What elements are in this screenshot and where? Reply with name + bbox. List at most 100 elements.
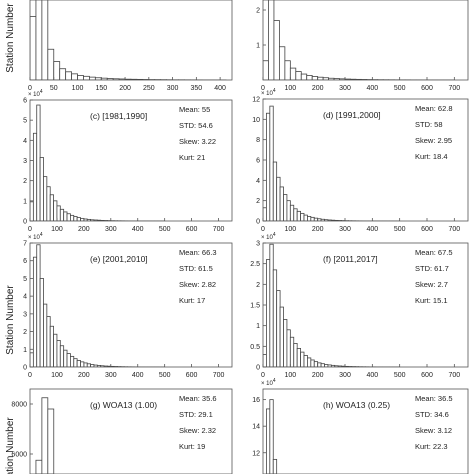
histogram-bar [36, 104, 41, 221]
histogram-bar [73, 216, 78, 221]
x-tick-label: 300 [167, 85, 179, 92]
histogram-bar [289, 336, 295, 367]
histogram-bar [76, 360, 81, 367]
histogram-bar [269, 399, 274, 474]
histogram-bar [310, 216, 315, 221]
histogram-bar [46, 186, 51, 221]
stat-line: STD: 34.6 [415, 410, 449, 419]
histogram-bar [41, 397, 49, 474]
stat-line: STD: 54.6 [179, 121, 213, 130]
histogram-bar [303, 214, 308, 221]
histogram-bar [32, 256, 38, 367]
histogram-bar [286, 329, 291, 367]
y-axis-label-bottom: Station Number [5, 417, 16, 474]
histogram-bar [272, 161, 278, 221]
histogram-bar [300, 73, 308, 80]
histogram-bar [320, 363, 325, 367]
histogram-bar [286, 200, 291, 221]
x-tick-label: 0 [261, 85, 265, 92]
panel-7: 16 14 12 × 104 (h) WOA13 (0.25) Mean: 36.5 STD… [252, 378, 469, 474]
y-tick-label: 6000 [11, 452, 27, 459]
stat-line: Mean: 66.3 [179, 248, 217, 257]
x-tick-label: 0 [261, 226, 265, 233]
histogram-bar [49, 194, 54, 221]
histogram-bar [296, 210, 301, 221]
y-tick-label: 2 [256, 282, 260, 289]
x-tick-label: 700 [213, 226, 225, 233]
y-tick-label: 3 [23, 158, 27, 165]
histogram-bar [279, 306, 284, 367]
x-tick-label: 300 [105, 226, 117, 233]
histogram-bar [49, 325, 54, 367]
stat-line: Kurt: 18.4 [415, 152, 448, 161]
stat-line: STD: 61.7 [415, 264, 449, 273]
histogram-bar [307, 357, 312, 367]
x-tick-label: 700 [448, 85, 460, 92]
panel-5: 0 100 200 300 400 500 600 700 0 0.5 1 1.5 2 2.5 3× 104… [250, 232, 469, 379]
histogram-bar [307, 216, 312, 221]
histogram-bar [71, 73, 78, 80]
y-tick-label: 2 [256, 198, 260, 205]
histogram-bar [311, 76, 319, 80]
histogram-bar [272, 458, 278, 474]
stat-line: Kurt: 21 [179, 153, 205, 162]
x-tick-label: 400 [132, 226, 144, 233]
histogram-bar [269, 243, 274, 367]
histogram-bar [53, 61, 61, 80]
y-tick-label: 2.5 [250, 261, 260, 268]
x-tick-label: 0 [28, 85, 32, 92]
y-tick-label: 1.5 [250, 303, 260, 310]
y-tick-label: 6 [256, 158, 260, 165]
histogram-bar [283, 194, 288, 221]
histogram-bar [266, 112, 271, 221]
x-tick-label: 200 [78, 226, 90, 233]
histogram-bar [35, 459, 43, 474]
histogram-bar [296, 347, 301, 367]
bars [266, 399, 278, 474]
x-tick-label: 700 [448, 372, 460, 379]
stat-line: Skew: 2.95 [415, 136, 452, 145]
stat-line: Skew: 2.82 [179, 280, 216, 289]
x-tick-label: 600 [421, 226, 433, 233]
histogram-bar [272, 269, 278, 367]
panel-0: 0 50 100 150 200 250 300 350 400 [28, 0, 233, 92]
histogram-bar [284, 60, 291, 80]
panel-6: 8000 6000 (g) WOA13 (1.00) Mean: 35.6 STD: 2… [11, 388, 233, 474]
panel-title: (h) WOA13 (0.25) [323, 400, 390, 410]
histogram-bar [43, 176, 48, 221]
histogram-bar [47, 48, 55, 80]
stat-line: Kurt: 17 [179, 296, 205, 305]
x-tick-label: 300 [339, 85, 351, 92]
bars [263, 105, 401, 221]
histogram-bar [283, 319, 288, 367]
histogram-bar [47, 408, 55, 474]
histogram-bar [53, 333, 58, 367]
x-tick-label: 200 [78, 372, 90, 379]
x-tick-label: 400 [366, 372, 378, 379]
y-exponent-power: 4 [40, 232, 43, 238]
histogram-bar [80, 361, 85, 367]
panel-2: 0 100 200 300 400 500 600 700 0 1 2 3 4 5 6× 104 (c) [1… [23, 89, 233, 233]
histogram-bar [276, 176, 281, 221]
y-tick-label: 1 [23, 198, 27, 205]
x-tick-label: 500 [394, 85, 406, 92]
y-tick-label: 0 [23, 219, 27, 226]
histogram-bar [73, 358, 78, 367]
x-tick-label: 400 [366, 85, 378, 92]
x-tick-label: 0 [28, 372, 32, 379]
histogram-bar [30, 201, 34, 221]
histogram-bar [36, 244, 41, 367]
histogram-bar [56, 340, 61, 367]
y-exponent-label: × 104 [261, 88, 276, 97]
y-exponent-label: × 104 [261, 378, 276, 387]
stat-line: Mean: 35.6 [179, 394, 217, 403]
bars [30, 0, 227, 80]
y-tick-label: 0 [256, 219, 260, 226]
y-tick-label: 0.5 [250, 344, 260, 351]
y-tick-label: 16 [252, 397, 260, 404]
axes-frame [262, 388, 469, 474]
x-tick-label: 600 [421, 85, 433, 92]
y-tick-label: 10 [252, 117, 260, 124]
panel-title: (d) [1991,2000] [323, 110, 381, 120]
